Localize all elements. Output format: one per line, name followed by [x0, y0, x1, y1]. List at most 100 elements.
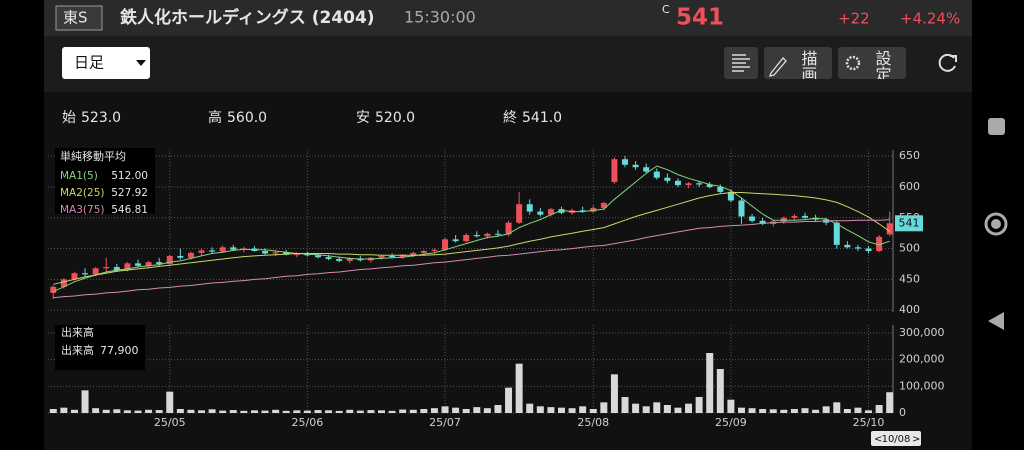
volume-bar [335, 410, 343, 413]
legend-name: MA3(75) [60, 204, 104, 216]
candle-body [325, 257, 332, 260]
refresh-icon[interactable] [938, 53, 956, 72]
candle-body [727, 191, 734, 201]
candle-body [664, 177, 671, 181]
gear-icon [845, 55, 861, 71]
candle-body [643, 167, 650, 172]
candle-body [526, 204, 533, 212]
volume-bar [261, 410, 269, 413]
settings-label: 設定 [873, 50, 892, 82]
volume-bar [536, 406, 544, 413]
volume-bar [176, 409, 184, 413]
candle-body [791, 215, 798, 218]
volume-bar [642, 406, 650, 413]
change-pct: +4.24% [900, 10, 960, 28]
candle-body [314, 255, 321, 258]
nav-recent[interactable] [988, 118, 1005, 135]
candle-body [600, 202, 607, 208]
candle-body [590, 207, 597, 212]
x-tick-label: 25/06 [292, 416, 324, 429]
candle-body [802, 215, 809, 218]
candle-body [293, 254, 300, 256]
settings-button[interactable] [838, 47, 906, 79]
candle-body [230, 247, 237, 250]
candle-body [738, 200, 745, 217]
ma-line [53, 219, 890, 299]
volume-bar [568, 408, 576, 413]
volume-bar [145, 409, 153, 413]
volume-bar [526, 403, 534, 413]
indicator-icon [732, 54, 750, 72]
volume-bar [759, 409, 767, 413]
volume-bar [282, 410, 290, 413]
volume-bar [219, 410, 227, 413]
volume-bar [113, 409, 121, 413]
candle-body [537, 211, 544, 215]
x-tick-label: 25/07 [429, 416, 461, 429]
cursor-box [871, 431, 921, 446]
candle-body [166, 255, 173, 264]
toolbar [44, 36, 972, 92]
ohlc-value: 541.0 [522, 110, 562, 126]
volume-bar [399, 409, 407, 413]
market-select[interactable] [55, 5, 103, 31]
candle-body [82, 273, 89, 275]
volume-bar [420, 409, 428, 413]
volume-bar [430, 408, 438, 413]
cursor-arrow: < [874, 434, 882, 445]
volume-bar [134, 410, 142, 413]
candle-body [103, 267, 110, 269]
nav-home-dot [991, 219, 1001, 229]
candle-body [134, 263, 141, 266]
volume-bar [483, 408, 491, 413]
volume-bar [187, 409, 195, 413]
volume-bar [748, 408, 756, 413]
candle-body [558, 209, 565, 213]
candle-body [685, 183, 692, 186]
candle-body [92, 268, 99, 275]
nav-back[interactable] [988, 312, 1004, 330]
legend-value: 512.00 [111, 170, 148, 182]
volume-bar [60, 407, 68, 413]
volume-bar [854, 407, 862, 413]
period-select[interactable] [62, 47, 150, 79]
candle-body [484, 233, 491, 237]
nav-home[interactable] [984, 212, 1008, 236]
draw-button[interactable] [764, 47, 832, 79]
candle-body [473, 235, 480, 237]
volume-bar [49, 409, 57, 413]
legend-name: MA2(25) [60, 187, 104, 199]
legend-value: 77,900 [100, 344, 139, 357]
candle-body [674, 180, 681, 186]
volume-bar [155, 410, 163, 413]
change: +22 [838, 10, 870, 28]
dropdown-arrow [136, 60, 146, 66]
candle-body [272, 252, 279, 254]
volume-bar [505, 387, 513, 413]
candle-body [145, 262, 152, 266]
candle-body [304, 254, 311, 256]
volume-bar [92, 408, 100, 413]
volume-bar [780, 409, 788, 413]
volume-bar [621, 397, 629, 413]
y-tick-label: 600 [899, 180, 920, 193]
volume-bar [409, 409, 417, 413]
volume-bar [865, 410, 873, 413]
volume-bar [515, 363, 523, 413]
volume-bar [208, 409, 216, 413]
cursor-date: 10/08 [882, 434, 911, 445]
candle-body [156, 262, 163, 264]
pencil-icon [769, 57, 787, 77]
candle-body [516, 204, 523, 223]
candle-body [833, 222, 840, 245]
ohlc-label: 終 [503, 110, 517, 126]
candle-body [187, 252, 194, 258]
candle-body [865, 248, 872, 252]
market: 東S [63, 9, 88, 27]
volume-bar [886, 392, 894, 413]
volume-bar [801, 408, 809, 413]
ohlc-value: 520.0 [375, 110, 415, 126]
x-tick-label: 25/05 [154, 416, 186, 429]
candle-body [198, 250, 205, 253]
volume-bar [547, 407, 555, 413]
